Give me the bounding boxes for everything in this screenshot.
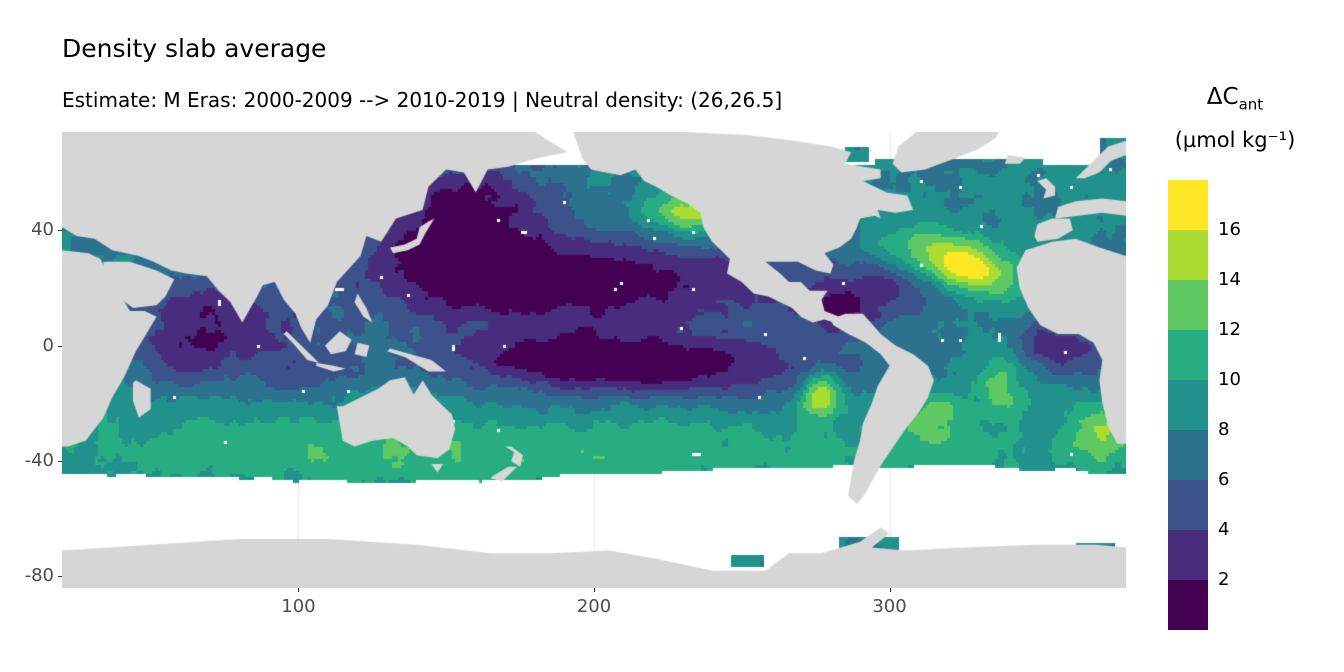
legend-bin-label: 4 <box>1218 519 1230 540</box>
legend-title-sub: ant <box>1238 95 1264 114</box>
legend-bin-label: 12 <box>1218 319 1241 340</box>
legend-units: (µmol kg⁻¹) <box>1174 128 1296 152</box>
y-tick-mark <box>58 461 62 462</box>
legend-swatch <box>1168 230 1208 280</box>
y-tick-label: -80 <box>24 565 54 587</box>
legend-swatch <box>1168 480 1208 530</box>
legend-title-main: ΔC <box>1206 84 1239 110</box>
legend-bin-label: 6 <box>1218 469 1230 490</box>
legend-bin-label: 10 <box>1218 369 1241 390</box>
x-tick-mark <box>889 588 891 592</box>
legend-swatch <box>1168 580 1208 630</box>
legend-colorbar: 16 14 12 10 8 6 4 2 <box>1168 180 1241 630</box>
y-tick-mark <box>58 345 62 347</box>
chart-subtitle: Estimate: M Eras: 2000-2009 --> 2010-201… <box>62 88 783 112</box>
y-tick-label: -40 <box>24 450 54 471</box>
legend-swatch <box>1168 280 1208 330</box>
y-tick-label: 0 <box>42 334 54 356</box>
map-canvas <box>62 132 1126 588</box>
x-tick-mark <box>594 588 595 592</box>
x-tick-label: 300 <box>872 596 907 617</box>
legend-bin-label: 14 <box>1218 269 1241 290</box>
legend-swatch <box>1168 180 1208 230</box>
y-tick-mark <box>58 230 62 232</box>
legend-swatch <box>1168 380 1208 430</box>
legend-swatch <box>1168 430 1208 480</box>
chart-title: Density slab average <box>62 34 327 63</box>
x-tick-label: 100 <box>281 596 316 617</box>
y-tick-mark <box>58 576 62 578</box>
legend-bin-label: 8 <box>1218 419 1230 440</box>
x-tick-mark <box>298 588 300 592</box>
legend-title: ΔCant <box>1160 84 1310 114</box>
legend-swatch <box>1168 530 1208 580</box>
x-tick-label: 200 <box>576 596 612 617</box>
legend-swatch <box>1168 330 1208 380</box>
map-panel <box>62 132 1126 588</box>
legend-bin-label: 16 <box>1218 219 1241 240</box>
y-tick-label: 40 <box>31 219 54 241</box>
legend-bin-label: 2 <box>1218 569 1230 590</box>
